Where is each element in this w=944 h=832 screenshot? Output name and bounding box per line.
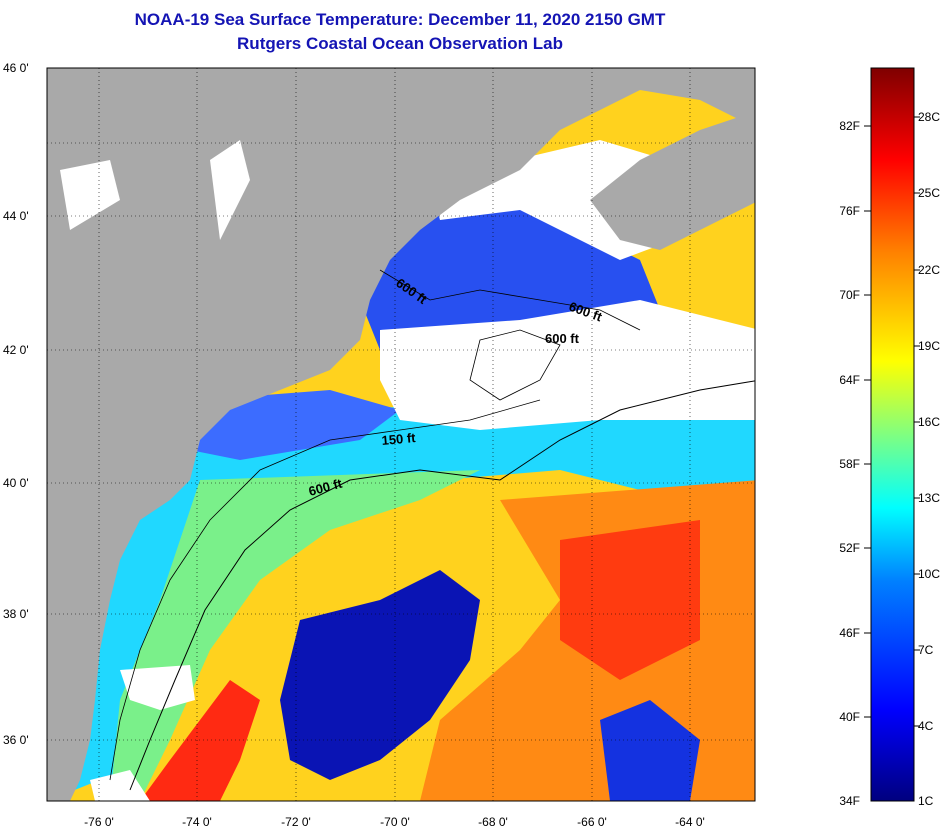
lat-tick-label: 46 0' (3, 61, 29, 75)
fahrenheit-label: 64F (839, 373, 860, 387)
fahrenheit-label: 82F (839, 119, 860, 133)
lon-tick-label: -68 0' (478, 815, 508, 829)
sst-map: 600 ft 600 ft 600 ft 150 ft 600 ft 46 0'… (3, 61, 756, 829)
celsius-label: 4C (918, 719, 934, 733)
celsius-label: 28C (918, 110, 940, 124)
lon-tick-label: -74 0' (182, 815, 212, 829)
cold-core-ring (280, 570, 480, 780)
contour-georges-bank (469, 329, 561, 401)
lat-tick-label: 36 0' (3, 733, 29, 747)
shelf-slope-band (110, 470, 480, 801)
colorbar-fahrenheit-scale: 82F 76F 70F 64F 58F 52F 46F 40F 34F (839, 119, 871, 808)
celsius-label: 16C (918, 415, 940, 429)
contour-600ft-gulf-of-maine (379, 269, 641, 331)
colorbar-gradient (870, 67, 915, 802)
lat-tick-label: 40 0' (3, 476, 29, 490)
celsius-label: 7C (918, 643, 934, 657)
latitude-axis: 46 0' 44 0' 42 0' 40 0' 38 0' 36 0' (3, 61, 29, 747)
land-north-america (47, 68, 755, 801)
nearshore-water (190, 390, 400, 460)
contour-label: 600 ft (545, 331, 580, 346)
contour-150ft (109, 399, 541, 781)
lon-tick-label: -76 0' (84, 815, 114, 829)
fahrenheit-label: 70F (839, 288, 860, 302)
longitude-axis: -76 0' -74 0' -72 0' -70 0' -68 0' -66 0… (84, 815, 705, 829)
celsius-label: 13C (918, 491, 940, 505)
lon-tick-label: -64 0' (675, 815, 705, 829)
cloud-cover-georges-bank (380, 300, 755, 430)
lat-tick-label: 38 0' (3, 607, 29, 621)
colorbar-celsius-scale: 28C 25C 22C 19C 16C 13C 10C 7C 4C 1C (914, 110, 940, 808)
celsius-label: 19C (918, 339, 940, 353)
temperature-colorbar: 82F 76F 70F 64F 58F 52F 46F 40F 34F 28C … (839, 67, 940, 808)
map-imagery (47, 68, 755, 801)
contour-label: 150 ft (381, 430, 417, 448)
gulf-stream-core-southwest (140, 680, 260, 801)
celsius-label: 1C (918, 794, 934, 808)
lon-tick-label: -66 0' (577, 815, 607, 829)
celsius-label: 10C (918, 567, 940, 581)
fahrenheit-label: 34F (839, 794, 860, 808)
lat-tick-label: 44 0' (3, 209, 29, 223)
fahrenheit-label: 40F (839, 710, 860, 724)
land-nova-scotia (590, 111, 755, 250)
gulf-stream-core-east (560, 520, 700, 680)
cold-patch-south (600, 700, 700, 801)
fahrenheit-label: 76F (839, 204, 860, 218)
lon-tick-label: -72 0' (281, 815, 311, 829)
cloud-over-land (210, 140, 250, 240)
fahrenheit-label: 46F (839, 626, 860, 640)
lat-tick-label: 42 0' (3, 343, 29, 357)
fahrenheit-label: 58F (839, 457, 860, 471)
contour-600ft (129, 380, 755, 791)
fahrenheit-label: 52F (839, 541, 860, 555)
celsius-label: 22C (918, 263, 940, 277)
celsius-label: 25C (918, 186, 940, 200)
map-title: NOAA-19 Sea Surface Temperature: Decembe… (134, 10, 666, 29)
map-subtitle: Rutgers Coastal Ocean Observation Lab (237, 34, 563, 53)
cloud-over-land (60, 160, 120, 230)
lon-tick-label: -70 0' (380, 815, 410, 829)
map-frame (46, 67, 756, 802)
